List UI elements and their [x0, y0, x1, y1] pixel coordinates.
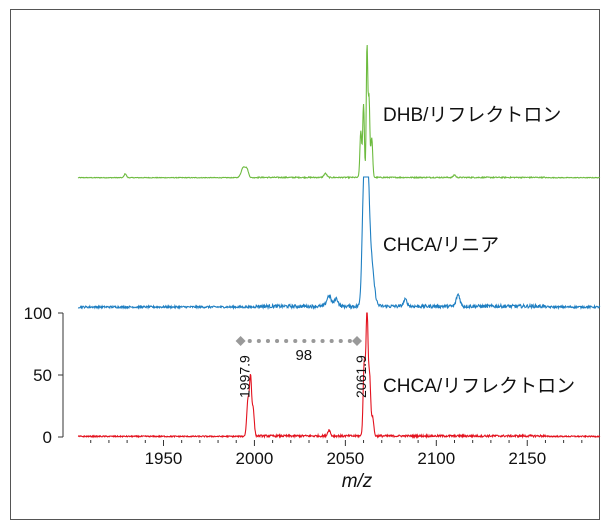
annotations: 1997.9 2061.9 98: [235, 336, 369, 398]
x-tick-label-1950: 1950: [145, 449, 183, 468]
x-axis-label: m/z: [342, 471, 373, 492]
x-axis: 1950 2000 2050 2100 2150: [90, 440, 583, 468]
y-tick-label-100: 100: [24, 304, 52, 323]
chart-frame: [10, 9, 600, 520]
y-axis: 0 50 100: [24, 304, 64, 447]
y-tick-label-0: 0: [43, 428, 52, 447]
x-tick-label-2150: 2150: [508, 449, 546, 468]
trace-2: [77, 176, 601, 311]
x-tick-label-2100: 2100: [417, 449, 455, 468]
series-label-3: CHCA/リフレクトロン: [383, 375, 575, 397]
peak-label-1997.9: 1997.9: [237, 355, 253, 398]
spectrum-traces: [77, 44, 601, 440]
peak-label-2061.9: 2061.9: [353, 355, 369, 398]
x-tick-label-2000: 2000: [236, 449, 274, 468]
series-label-1: DHB/リフレクトロン: [383, 104, 561, 126]
difference-label: 98: [295, 347, 312, 364]
series-label-2: CHCA/リニア: [383, 235, 499, 256]
trace-3: [77, 312, 601, 440]
series-labels: DHB/リフレクトロン CHCA/リニア CHCA/リフレクトロン: [383, 104, 575, 397]
y-tick-label-50: 50: [33, 366, 52, 385]
x-tick-label-2050: 2050: [326, 449, 364, 468]
trace-1: [77, 44, 601, 180]
difference-marker-1: [235, 336, 246, 346]
difference-marker-2: [352, 336, 363, 346]
